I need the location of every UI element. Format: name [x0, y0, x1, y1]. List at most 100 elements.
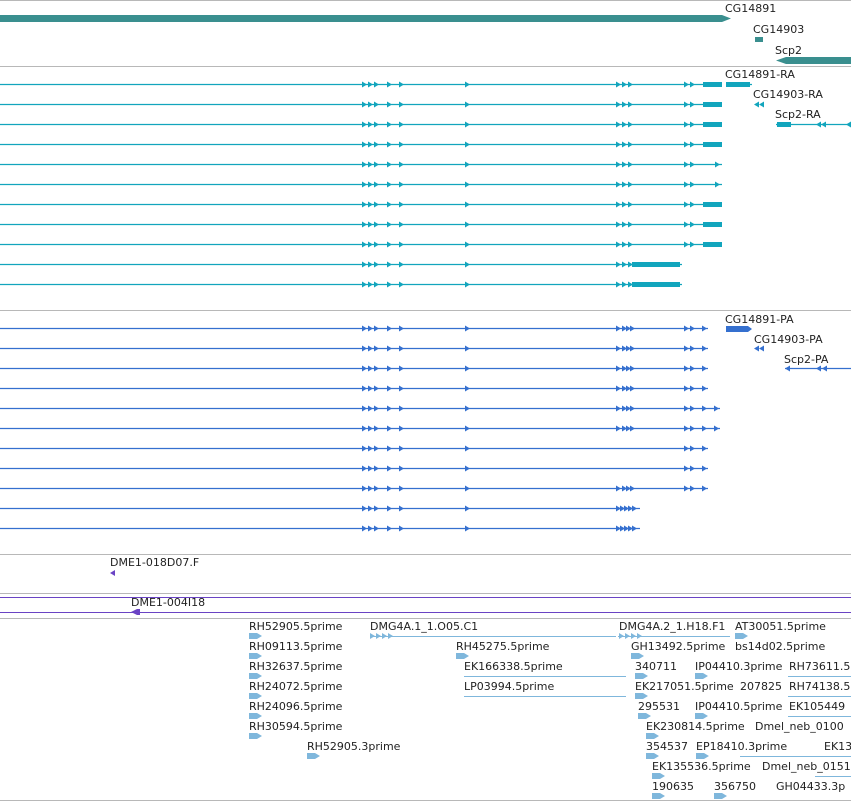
- gene-feature[interactable]: CG14891: [0, 2, 776, 22]
- protein-row[interactable]: [0, 445, 708, 452]
- est-feature[interactable]: RH74138.5: [789, 680, 850, 693]
- est-feature[interactable]: EK13: [824, 740, 851, 753]
- clone-feature[interactable]: DME1-018D07.F: [110, 556, 199, 576]
- transcript-track: CG14891-RA CG14903-RA Scp2-RA: [0, 68, 851, 288]
- protein-label: CG14903-PA: [754, 333, 823, 346]
- transcript-label: CG14891-RA: [725, 68, 795, 81]
- est-feature[interactable]: RH45275.5prime: [456, 640, 550, 659]
- est-label: Dmel_neb_0100: [755, 720, 844, 733]
- transcript-row[interactable]: [0, 161, 722, 168]
- est-feature[interactable]: DMG4A.2_1.H18.F1: [619, 620, 725, 639]
- transcript-feature[interactable]: CG14903-RA: [753, 88, 823, 108]
- est-feature[interactable]: RH24072.5prime: [249, 680, 343, 699]
- est-feature[interactable]: EK217051.5prime: [635, 680, 734, 699]
- transcript-feature[interactable]: Scp2-RA: [775, 108, 851, 128]
- est-label: EK166338.5prime: [464, 660, 563, 673]
- est-label: RH30594.5prime: [249, 720, 343, 733]
- protein-row[interactable]: [0, 345, 708, 352]
- protein-row[interactable]: [0, 425, 720, 432]
- protein-row[interactable]: [0, 325, 708, 332]
- est-label: RH74138.5: [789, 680, 850, 693]
- transcript-label: Scp2-RA: [775, 108, 821, 121]
- est-label: RH52905.3prime: [307, 740, 401, 753]
- transcript-row[interactable]: [0, 121, 722, 128]
- est-label: AT30051.5prime: [735, 620, 826, 633]
- gene-feature[interactable]: CG14903: [753, 23, 804, 42]
- protein-row[interactable]: [0, 505, 640, 512]
- est-feature[interactable]: LP03994.5prime: [464, 680, 555, 693]
- est-feature[interactable]: IP04410.5prime: [695, 700, 783, 719]
- protein-rows: [0, 325, 720, 532]
- est-feature[interactable]: GH13492.5prime: [631, 640, 726, 659]
- protein-row[interactable]: [0, 365, 708, 372]
- est-feature[interactable]: EK135536.5prime: [652, 760, 751, 779]
- transcript-row[interactable]: [0, 141, 722, 148]
- est-feature[interactable]: RH52905.5prime: [249, 620, 343, 639]
- est-feature[interactable]: 295531: [638, 700, 680, 719]
- est-label: EP18410.3prime: [696, 740, 787, 753]
- clone-label: DME1-004I18: [131, 596, 205, 609]
- est-feature[interactable]: bs14d02.5prime: [735, 640, 825, 653]
- est-label: EK230814.5prime: [646, 720, 745, 733]
- est-feature[interactable]: RH52905.3prime: [307, 740, 401, 759]
- transcript-feature[interactable]: CG14891-RA: [725, 68, 795, 87]
- est-feature[interactable]: RH09113.5prime: [249, 640, 343, 659]
- clone-track: DME1-018D07.F DME1-004I18: [0, 556, 851, 615]
- est-feature[interactable]: EK166338.5prime: [464, 660, 563, 673]
- gene-track: CG14891 CG14903 Scp2: [0, 2, 851, 64]
- transcript-row[interactable]: [0, 241, 722, 248]
- protein-row[interactable]: [0, 525, 640, 532]
- est-label: EK135536.5prime: [652, 760, 751, 773]
- est-feature[interactable]: RH30594.5prime: [249, 720, 343, 739]
- transcript-row[interactable]: [0, 221, 722, 228]
- est-feature[interactable]: EP18410.3prime: [696, 740, 787, 759]
- est-feature[interactable]: 354537: [646, 740, 688, 759]
- est-feature[interactable]: AT30051.5prime: [735, 620, 826, 639]
- est-feature[interactable]: 207825: [740, 680, 782, 693]
- clone-feature[interactable]: DME1-004I18: [0, 596, 851, 615]
- est-label: RH45275.5prime: [456, 640, 550, 653]
- est-label: RH24096.5prime: [249, 700, 343, 713]
- protein-row[interactable]: [0, 385, 708, 392]
- protein-row[interactable]: [0, 465, 708, 472]
- transcript-row[interactable]: [0, 181, 722, 188]
- est-label: RH24072.5prime: [249, 680, 343, 693]
- transcript-row[interactable]: [0, 101, 722, 108]
- est-feature[interactable]: RH32637.5prime: [249, 660, 343, 679]
- est-feature[interactable]: EK230814.5prime: [646, 720, 745, 739]
- transcript-row[interactable]: [0, 281, 682, 288]
- est-label: 354537: [646, 740, 688, 753]
- est-feature[interactable]: RH24096.5prime: [249, 700, 343, 719]
- est-feature[interactable]: Dmel_neb_0100: [755, 720, 844, 733]
- est-label: 207825: [740, 680, 782, 693]
- est-feature[interactable]: IP04410.3prime: [695, 660, 783, 679]
- est-feature[interactable]: EK105449: [789, 700, 845, 713]
- gene-feature[interactable]: Scp2: [775, 44, 851, 64]
- est-label: RH32637.5prime: [249, 660, 343, 673]
- est-feature[interactable]: 190635: [652, 780, 694, 799]
- est-feature[interactable]: 356750: [714, 780, 756, 799]
- gene-label: CG14903: [753, 23, 804, 36]
- protein-feature[interactable]: CG14891-PA: [725, 313, 794, 332]
- est-feature[interactable]: Dmel_neb_0151: [762, 760, 851, 773]
- est-feature[interactable]: GH04433.3p: [776, 780, 845, 793]
- est-label: IP04410.5prime: [695, 700, 783, 713]
- est-label: 190635: [652, 780, 694, 793]
- transcript-row[interactable]: [0, 261, 682, 268]
- est-feature[interactable]: RH73611.5: [789, 660, 850, 673]
- protein-row[interactable]: [0, 485, 708, 492]
- protein-track: CG14891-PA CG14903-PA Scp2-PA: [0, 313, 851, 532]
- transcript-rows: [0, 81, 722, 288]
- est-feature[interactable]: 340711: [635, 660, 677, 679]
- transcript-row[interactable]: [0, 201, 722, 208]
- est-feature[interactable]: DMG4A.1_1.O05.C1: [370, 620, 478, 639]
- transcript-row[interactable]: [0, 81, 722, 88]
- gene-label: CG14891: [725, 2, 776, 15]
- est-label: GH04433.3p: [776, 780, 845, 793]
- protein-feature[interactable]: Scp2-PA: [784, 353, 851, 372]
- protein-feature[interactable]: CG14903-PA: [754, 333, 823, 352]
- est-label: bs14d02.5prime: [735, 640, 825, 653]
- protein-row[interactable]: [0, 405, 720, 412]
